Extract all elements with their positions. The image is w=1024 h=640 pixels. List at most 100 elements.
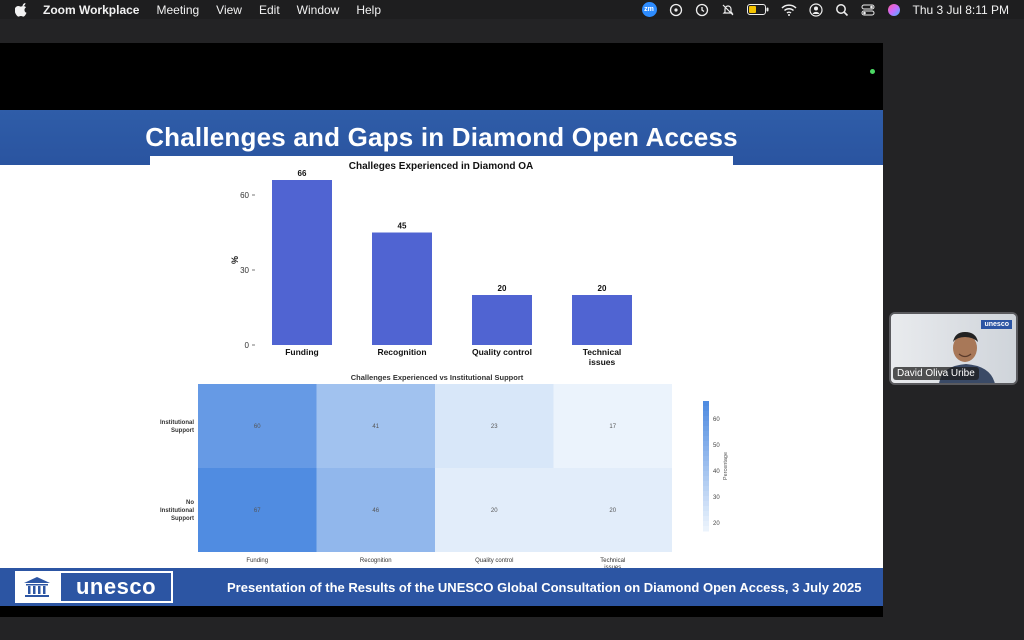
y-axis-label: % (230, 256, 240, 264)
heatmap-cell (553, 384, 672, 468)
colorbar-tick-label: 60 (713, 417, 720, 423)
participant-name: David Oliva Uribe (893, 367, 979, 380)
heatmap-cell-value: 20 (491, 508, 498, 514)
colorbar-segment (703, 491, 709, 497)
colorbar-segment (703, 436, 709, 442)
participant-badge: unesco (981, 320, 1012, 329)
bar-data-label: 20 (598, 284, 607, 293)
bar-3 (572, 295, 632, 345)
bar-1 (372, 232, 432, 345)
heatmap-col-label: Technical (600, 558, 625, 564)
colorbar-segment (703, 501, 709, 507)
colorbar-segment (703, 526, 709, 532)
heatmap-row-label: Support (171, 516, 194, 522)
heatmap-cell (198, 384, 317, 468)
heatmap-cell (435, 468, 554, 552)
status-area: zm Thu 3 Jul 8:11 PM (641, 0, 1024, 19)
menu-bar: Zoom Workplace Meeting View Edit Window … (0, 0, 1024, 19)
colorbar-segment (703, 486, 709, 492)
menu-meeting[interactable]: Meeting (156, 2, 200, 17)
unesco-logo-text: unesco (59, 571, 173, 603)
colorbar-segment (703, 441, 709, 447)
heatmap-row-label: Institutional (160, 508, 194, 514)
search-icon[interactable] (835, 3, 849, 17)
heatmap-col-label: Quality control (475, 558, 513, 564)
shared-slide: Challenges and Gaps in Diamond Open Acce… (0, 110, 883, 606)
slide-footer-text: Presentation of the Results of the UNESC… (227, 579, 862, 595)
menu-clock[interactable]: Thu 3 Jul 8:11 PM (912, 2, 1010, 17)
siri-icon[interactable] (887, 3, 901, 17)
heatmap-col-label: Funding (246, 558, 268, 564)
heatmap-row-label: Institutional (160, 420, 194, 426)
colorbar-segment (703, 496, 709, 502)
colorbar-label: Percentage (723, 452, 729, 480)
heatmap-col-label: Recognition (360, 558, 392, 564)
menu-edit[interactable]: Edit (258, 2, 280, 17)
y-tick-label: 0 (245, 341, 250, 350)
colorbar-segment (703, 481, 709, 487)
slide-title: Challenges and Gaps in Diamond Open Acce… (145, 122, 738, 152)
colorbar-segment (703, 466, 709, 472)
menu-window[interactable]: Window (296, 2, 340, 17)
colorbar-segment (703, 406, 709, 412)
colorbar-segment (703, 476, 709, 482)
heatmap-title: Challenges Experienced vs Institutional … (351, 373, 524, 382)
battery-icon[interactable] (746, 4, 769, 15)
apple-icon[interactable] (15, 2, 29, 17)
heatmap-row-label: No (186, 500, 194, 506)
heatmap-cell-value: 60 (254, 424, 261, 430)
x-tick-label: Recognition (377, 347, 426, 357)
y-tick-label: 60 (240, 191, 249, 200)
colorbar-segment (703, 506, 709, 512)
wifi-icon[interactable] (780, 3, 797, 16)
colorbar-segment (703, 471, 709, 477)
colorbar-tick-label: 20 (713, 521, 720, 527)
heatmap-row-label: Support (171, 428, 194, 434)
zoom-window: Challenges and Gaps in Diamond Open Acce… (0, 19, 1024, 640)
control-center-icon[interactable] (861, 3, 875, 17)
x-tick-label-line2: issues (589, 357, 616, 367)
colorbar-segment (703, 461, 709, 467)
slide-footer: unesco Presentation of the Results of th… (0, 568, 883, 606)
heatmap-cell-value: 23 (491, 424, 498, 430)
heatmap-cell (316, 468, 435, 552)
colorbar-segment (703, 411, 709, 417)
bar-data-label: 66 (298, 169, 307, 178)
slide-header: Challenges and Gaps in Diamond Open Acce… (0, 110, 883, 165)
heatmap-cell-value: 46 (372, 508, 379, 514)
bar-chart-title: Challeges Experienced in Diamond OA (349, 161, 534, 172)
user-account-icon[interactable] (808, 2, 823, 17)
menu-view[interactable]: View (216, 2, 242, 17)
bar-data-label: 45 (398, 222, 407, 231)
colorbar-segment (703, 401, 709, 407)
airplay-icon[interactable] (669, 3, 683, 17)
unesco-temple-icon (15, 571, 59, 603)
colorbar-segment (703, 516, 709, 522)
zoom-status-icon[interactable]: zm (641, 2, 657, 17)
colorbar-segment (703, 456, 709, 462)
colorbar-segment (703, 416, 709, 422)
colorbar-segment (703, 511, 709, 517)
menu-help[interactable]: Help (356, 2, 382, 17)
colorbar-tick-label: 30 (713, 495, 720, 501)
colorbar-segment (703, 446, 709, 452)
colorbar-segment (703, 451, 709, 457)
unesco-logo: unesco (14, 570, 174, 604)
history-icon[interactable] (695, 3, 709, 17)
heatmap-cell-value: 67 (254, 508, 261, 514)
bar-0 (272, 180, 332, 345)
notifications-off-icon[interactable] (721, 3, 735, 17)
bar-2 (472, 295, 532, 345)
colorbar-segment (703, 521, 709, 527)
charts-svg: Challeges Experienced in Diamond OA 0 30 60… (160, 161, 729, 571)
colorbar-tick-label: 40 (713, 469, 720, 475)
colorbar-segment (703, 421, 709, 427)
heatmap-cell (435, 384, 554, 468)
menu-app-name[interactable]: Zoom Workplace (43, 2, 140, 17)
x-tick-label: Funding (285, 347, 319, 357)
colorbar-segment (703, 431, 709, 437)
participant-video-tile[interactable]: unesco David Oliva Uribe (889, 312, 1018, 385)
heatmap-cell-value: 41 (372, 424, 379, 430)
colorbar-segment (703, 426, 709, 432)
heatmap-cell-value: 17 (609, 424, 616, 430)
